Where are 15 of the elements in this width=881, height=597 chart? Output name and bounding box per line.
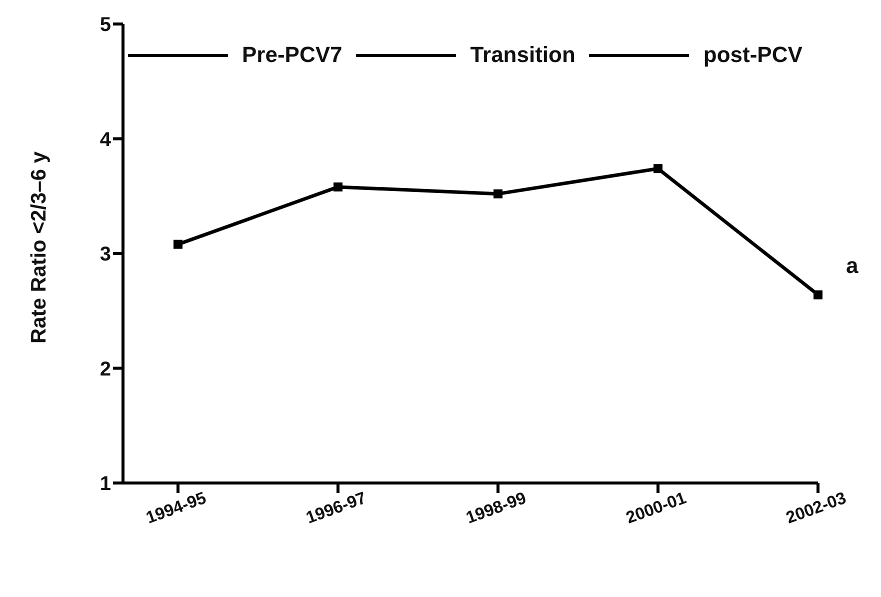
- annotation: Transition: [470, 42, 576, 68]
- point: [494, 189, 502, 198]
- y-axis-title: Rate Ratio <2/3–6 y: [27, 151, 50, 344]
- y-tick-label: 5: [100, 14, 111, 36]
- y-tick-label: 4: [100, 128, 112, 151]
- y-tick-label: 2: [100, 358, 111, 380]
- y-tick-label: 1: [100, 473, 111, 496]
- annotation: Pre-PCV7: [242, 42, 342, 68]
- y-tick-label: 3: [100, 244, 111, 266]
- annotation: a: [846, 252, 859, 278]
- point: [174, 240, 182, 249]
- point: [814, 290, 822, 300]
- annotation: post-PCV: [703, 42, 802, 68]
- point: [334, 182, 342, 192]
- point: [654, 164, 662, 174]
